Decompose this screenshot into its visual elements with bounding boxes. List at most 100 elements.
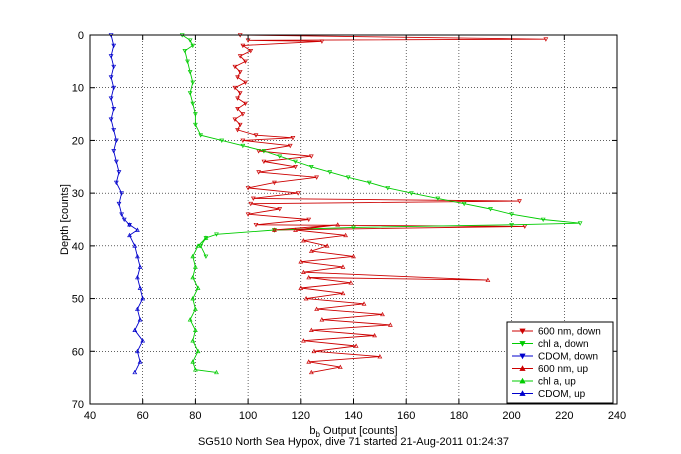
data-point [261, 149, 267, 154]
data-point [348, 280, 354, 285]
data-point [245, 212, 251, 217]
data-point [272, 180, 277, 186]
legend-box [506, 321, 614, 404]
data-point [290, 136, 296, 141]
data-point [243, 101, 248, 107]
data-point [240, 43, 246, 49]
data-point [185, 59, 190, 64]
data-point [240, 143, 246, 149]
data-point [509, 222, 514, 228]
y-tick-label: 50 [72, 294, 84, 306]
data-point [193, 264, 198, 269]
series-0 [232, 33, 549, 233]
legend-swatch-marker [519, 390, 526, 396]
grid [90, 35, 617, 404]
x-tick-label: 80 [189, 410, 201, 422]
series-line [234, 34, 546, 231]
legend-swatch-marker [519, 341, 526, 347]
data-point [187, 317, 193, 322]
data-point [108, 75, 114, 80]
data-point [235, 128, 240, 133]
legend-item: chl a, up [512, 377, 576, 388]
data-point [193, 112, 198, 117]
data-point [232, 85, 238, 91]
data-point [137, 359, 143, 364]
data-point [308, 154, 314, 159]
data-point [116, 170, 122, 175]
data-point [135, 274, 140, 280]
data-point [190, 101, 196, 107]
legend-swatch-marker [519, 353, 526, 360]
data-point [261, 159, 267, 165]
data-point [301, 238, 306, 243]
data-point [308, 248, 314, 253]
data-point [298, 285, 304, 290]
data-point [140, 296, 146, 301]
x-tick-label: 120 [292, 410, 310, 422]
y-tick-label: 0 [78, 30, 84, 42]
x-tick-label: 160 [397, 410, 415, 422]
data-point [127, 222, 132, 227]
data-point [187, 70, 193, 75]
data-point [137, 317, 143, 322]
data-point [237, 54, 243, 59]
data-point [248, 49, 254, 54]
data-point [361, 301, 367, 306]
data-point [335, 222, 341, 227]
data-point [314, 306, 320, 311]
data-point [293, 159, 298, 165]
data-point [195, 348, 201, 354]
y-tick-label: 70 [72, 399, 84, 411]
data-point [190, 359, 196, 364]
data-point [193, 327, 198, 332]
x-tick-label: 220 [555, 410, 573, 422]
series-line [274, 224, 488, 373]
axis-ticks: 40 60 80 100 120 140 160 180 200 220 240 0 10 20 30 40 5… [72, 30, 626, 422]
data-point [121, 217, 127, 223]
y-tick-label: 40 [72, 241, 84, 253]
data-point [203, 254, 209, 259]
y-tick-label: 30 [72, 188, 84, 200]
data-point [240, 138, 246, 143]
data-point [277, 207, 283, 212]
data-point [140, 338, 146, 343]
x-tick-label: 100 [239, 410, 257, 422]
data-point [235, 75, 240, 80]
data-point [235, 107, 240, 112]
data-point [243, 80, 248, 85]
data-point [182, 49, 188, 54]
x-axis-label-subscript: b [316, 430, 321, 439]
data-point [135, 253, 140, 259]
data-point [343, 232, 348, 238]
x-tick-label: 60 [137, 410, 149, 422]
x-axis-label: bb Output [counts] [309, 425, 397, 439]
data-point [187, 91, 193, 96]
data-point [203, 235, 209, 240]
series-line [128, 224, 144, 373]
data-point [337, 364, 343, 369]
data-point [306, 217, 312, 223]
legend-label: chl a, down [538, 339, 589, 350]
x-tick-label: 180 [450, 410, 468, 422]
data-point [132, 327, 138, 332]
data-point [119, 212, 125, 217]
data-point [303, 296, 309, 301]
data-point [461, 201, 467, 207]
data-point [111, 43, 117, 49]
series-3 [272, 222, 491, 375]
x-axis-label-rest: Output [counts] [320, 425, 398, 437]
data-point [248, 201, 254, 207]
data-point [298, 259, 304, 264]
data-point [540, 217, 546, 223]
x-tick-label: 140 [344, 410, 362, 422]
data-point [113, 180, 119, 186]
data-point [135, 348, 140, 354]
data-point [235, 96, 240, 101]
data-point [190, 274, 196, 280]
y-axis-label: Depth [counts] [59, 184, 71, 255]
data-point [308, 164, 314, 170]
data-point [324, 243, 330, 248]
data-point [301, 338, 306, 343]
legend-label: CDOM, up [538, 389, 586, 400]
